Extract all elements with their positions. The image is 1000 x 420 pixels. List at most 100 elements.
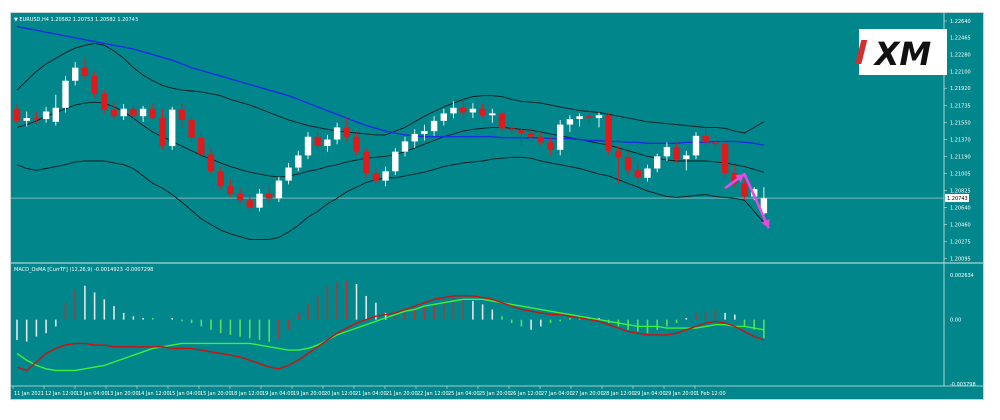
bollinger-bands	[16, 42, 765, 240]
time-tick-label: 22 Jan 12:00	[417, 391, 449, 397]
bollinger-lower	[16, 156, 765, 240]
forecast-arrow-head-down	[761, 219, 770, 229]
candle-body	[256, 193, 263, 208]
candle-body	[450, 107, 457, 114]
time-tick-label: 13 Jan 20:00	[107, 391, 139, 397]
candle-body	[683, 155, 690, 160]
moving-average	[16, 25, 765, 146]
candle-body	[42, 111, 50, 119]
price-tick-label: 1.20640	[950, 206, 971, 212]
candle-body	[314, 136, 321, 147]
candle-body	[333, 127, 341, 140]
candle-body	[547, 142, 554, 150]
candle-body	[363, 151, 370, 174]
candle-body	[139, 108, 147, 117]
candle-body	[33, 118, 40, 120]
bollinger-middle	[16, 101, 765, 178]
candle-body	[479, 108, 486, 116]
macd-lines	[16, 295, 765, 372]
candle-body	[72, 67, 79, 81]
chart-window: 1.22640 1.22465 1.22280 1.22100 1.21920 1.217…	[10, 12, 984, 400]
candle-body	[110, 109, 118, 117]
time-tick-label: 27 Jan 04:00	[541, 391, 573, 397]
candle-body	[489, 113, 496, 116]
candle-body	[304, 136, 312, 156]
price-axis: 1.22640 1.22465 1.22280 1.22100 1.21920 1.217…	[944, 19, 971, 263]
candle-body	[266, 193, 273, 199]
time-tick-label: 18 Jan 12:00	[231, 391, 263, 397]
macd-tick-label: 0.00	[950, 318, 961, 324]
candle-body	[566, 119, 574, 125]
logo-text: XM	[873, 35, 932, 73]
time-tick-label: 15 Jan 20:00	[200, 391, 232, 397]
candle-body	[469, 108, 477, 113]
candle-body	[498, 113, 506, 129]
time-tick-label: 14 Jan 12:00	[138, 391, 170, 397]
logo-red-stripe	[855, 40, 868, 64]
time-tick-label: 15 Jan 04:00	[169, 391, 201, 397]
candle-body	[52, 107, 59, 122]
candle-body	[518, 130, 525, 133]
candle-body	[188, 119, 195, 138]
time-tick-label: 29 Jan 20:00	[665, 391, 697, 397]
macd-title: MACD_OsMA [CurrTF] (12,26,9) -0.0014923 …	[14, 267, 153, 273]
candle-body	[392, 151, 399, 172]
macd-histogram	[16, 280, 765, 342]
candle-body	[130, 108, 137, 117]
candle-body	[217, 171, 224, 187]
candle-body	[644, 168, 651, 178]
candle-body	[101, 93, 108, 110]
candle-body	[149, 108, 156, 119]
time-tick-label: 20 Jan 12:00	[324, 391, 356, 397]
candle-body	[440, 113, 447, 121]
candle-body	[169, 109, 176, 147]
candle-body	[576, 116, 583, 119]
price-tick-label: 1.20095	[950, 257, 971, 263]
xm-logo: XM	[855, 29, 947, 75]
candle-body	[236, 193, 244, 201]
current-price-label: 1.20743	[947, 196, 968, 202]
price-tick-label: 1.22100	[950, 69, 971, 75]
candle-body	[198, 137, 205, 155]
candle-body	[13, 108, 21, 121]
candle-body	[721, 144, 729, 174]
candle-body	[353, 136, 360, 152]
price-tick-label: 1.22280	[950, 53, 971, 59]
candle-body	[654, 156, 661, 169]
candle-body	[246, 200, 253, 208]
time-tick-label: 21 Jan 04:00	[355, 391, 387, 397]
time-tick-label: 26 Jan 12:00	[510, 391, 542, 397]
candle-body	[460, 107, 467, 113]
price-tick-label: 1.21735	[950, 103, 971, 109]
candle-body	[382, 171, 389, 181]
candle-body	[120, 108, 127, 117]
time-tick-label: 29 Jan 04:00	[634, 391, 666, 397]
candle-body	[159, 118, 166, 147]
chart-canvas: 1.22640 1.22465 1.22280 1.22100 1.21920 1.217…	[11, 13, 983, 399]
candle-body	[508, 128, 515, 131]
price-tick-label: 1.21005	[950, 172, 971, 178]
time-tick-label: 13 Jan 04:00	[76, 391, 108, 397]
candle-body	[634, 170, 641, 178]
candle-body	[586, 116, 593, 119]
candle-body	[663, 147, 671, 157]
time-tick-label: 19 Jan 04:00	[262, 391, 294, 397]
price-tick-label: 1.22640	[950, 19, 971, 25]
price-tick-label: 1.21920	[950, 86, 971, 92]
time-tick-label: 25 Jan 04:00	[448, 391, 480, 397]
candle-body	[207, 154, 215, 172]
candle-body	[343, 127, 350, 137]
main-chart-title: ▼ EURUSD,H4 1.20582 1.20753 1.20582 1.20…	[14, 17, 138, 23]
candle-body	[731, 173, 738, 184]
candle-body	[673, 147, 680, 160]
time-tick-label: 11 Jan 2021	[14, 391, 44, 397]
candle-body	[401, 141, 409, 152]
macd-main-line	[16, 295, 765, 372]
candle-body	[421, 131, 428, 134]
current-price-tag	[945, 194, 969, 203]
candle-body	[692, 135, 700, 156]
price-tick-label: 1.21190	[950, 154, 971, 160]
time-tick-label: 1 Feb 12:00	[696, 391, 726, 397]
candle-body	[605, 115, 612, 151]
price-tick-label: 1.21370	[950, 138, 971, 144]
